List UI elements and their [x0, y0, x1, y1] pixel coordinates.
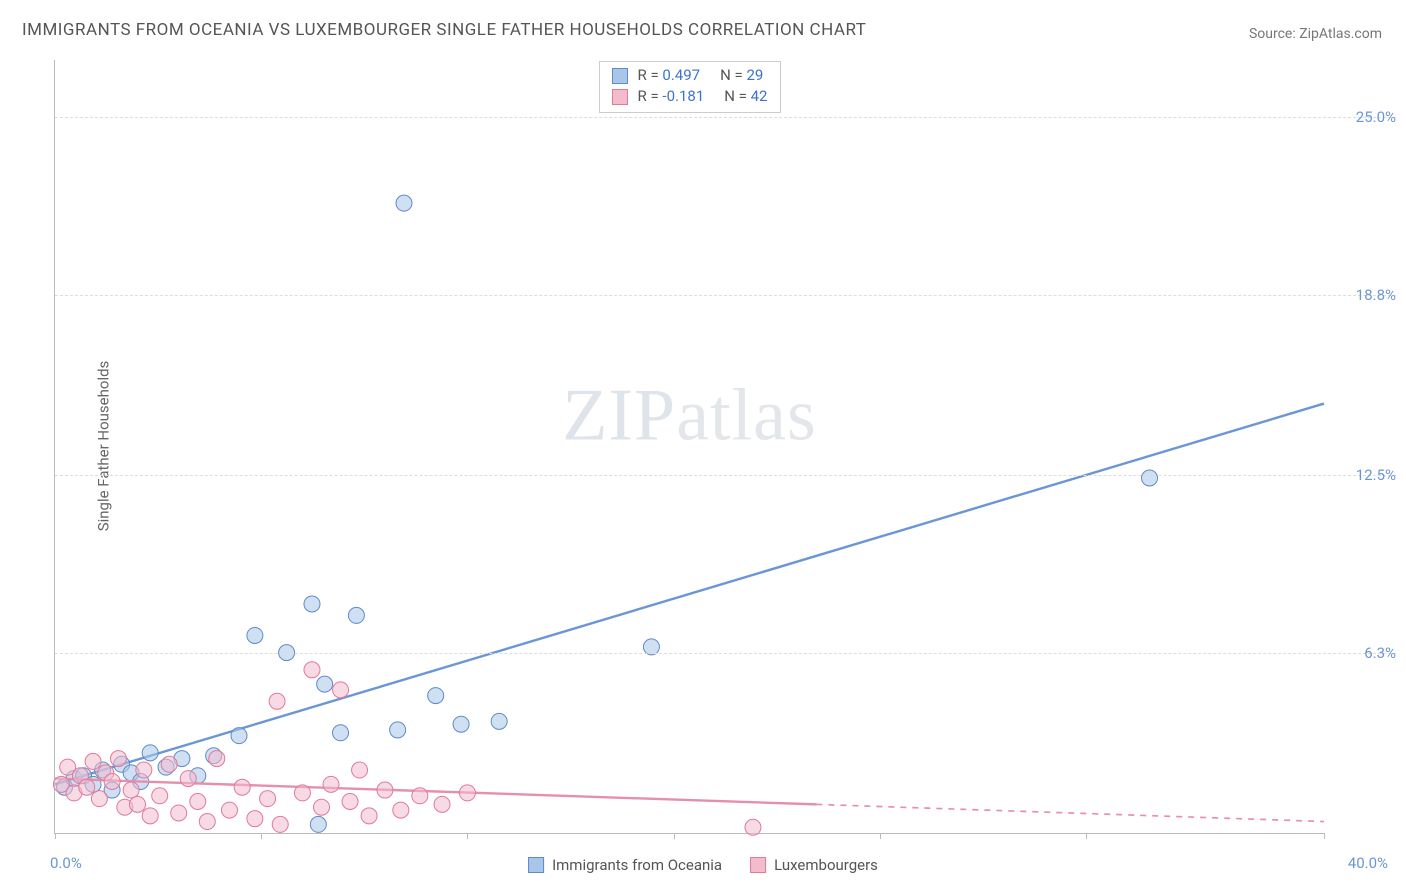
source-attribution: Source: ZipAtlas.com: [1249, 26, 1382, 42]
correlation-legend: R = 0.497 N = 29 R = -0.181 N = 42: [599, 61, 781, 113]
data-point: [91, 791, 107, 807]
data-point: [1142, 470, 1158, 486]
plot-svg: [55, 60, 1324, 833]
data-point: [129, 796, 145, 812]
legend-swatch: [612, 68, 628, 84]
data-point: [269, 693, 285, 709]
data-point: [396, 195, 412, 211]
data-point: [412, 788, 428, 804]
x-tick: [55, 833, 56, 839]
data-point: [161, 756, 177, 772]
data-point: [390, 722, 406, 738]
data-point: [434, 796, 450, 812]
data-point: [247, 627, 263, 643]
data-point: [310, 816, 326, 832]
legend-series-name: Luxembourgers: [774, 856, 878, 874]
data-point: [323, 776, 339, 792]
legend-swatch: [612, 89, 628, 105]
data-point: [180, 771, 196, 787]
data-point: [377, 782, 393, 798]
x-axis-max: 40.0%: [1348, 854, 1388, 872]
data-point: [294, 785, 310, 801]
legend-n-label: N = 42: [724, 86, 767, 107]
series-legend: Immigrants from Oceania Luxembourgers: [528, 856, 878, 874]
data-point: [142, 745, 158, 761]
data-point: [136, 762, 152, 778]
data-point: [171, 805, 187, 821]
data-point: [110, 751, 126, 767]
data-point: [190, 794, 206, 810]
legend-item: Luxembourgers: [750, 856, 878, 874]
x-tick: [467, 833, 468, 839]
plot-area: ZIPatlas R = 0.497N = 29R = -0.181N = 42…: [54, 60, 1324, 834]
data-point: [352, 762, 368, 778]
data-point: [348, 607, 364, 623]
data-point: [304, 596, 320, 612]
data-point: [272, 816, 288, 832]
data-point: [234, 779, 250, 795]
data-point: [221, 802, 237, 818]
data-point: [313, 799, 329, 815]
data-point: [428, 688, 444, 704]
data-point: [342, 794, 358, 810]
data-point: [79, 779, 95, 795]
data-point: [333, 725, 349, 741]
y-tick-label: 18.8%: [1336, 286, 1396, 304]
legend-row: R = 0.497 N = 29: [612, 65, 768, 86]
gridline: [55, 475, 1396, 476]
data-point: [231, 728, 247, 744]
data-point: [209, 751, 225, 767]
x-tick: [880, 833, 881, 839]
x-axis-min: 0.0%: [50, 854, 82, 872]
data-point: [304, 662, 320, 678]
data-point: [85, 753, 101, 769]
x-tick: [1324, 833, 1325, 839]
data-point: [199, 814, 215, 830]
gridline: [55, 295, 1396, 296]
x-tick: [1086, 833, 1087, 839]
x-tick: [674, 833, 675, 839]
data-point: [393, 802, 409, 818]
legend-n-label: N = 29: [720, 65, 763, 86]
data-point: [247, 811, 263, 827]
legend-swatch: [528, 857, 544, 873]
gridline: [55, 117, 1396, 118]
chart-title: IMMIGRANTS FROM OCEANIA VS LUXEMBOURGER …: [22, 20, 866, 40]
gridline: [55, 653, 1396, 654]
legend-row: R = -0.181 N = 42: [612, 86, 768, 107]
data-point: [361, 808, 377, 824]
data-point: [745, 819, 761, 835]
data-point: [142, 808, 158, 824]
legend-series-name: Immigrants from Oceania: [552, 856, 722, 874]
data-point: [152, 788, 168, 804]
y-tick-label: 6.3%: [1336, 644, 1396, 662]
data-point: [453, 716, 469, 732]
legend-item: Immigrants from Oceania: [528, 856, 722, 874]
data-point: [260, 791, 276, 807]
regression-line: [55, 404, 1324, 785]
legend-r-label: R = -0.181: [638, 86, 705, 107]
y-tick-label: 25.0%: [1336, 108, 1396, 126]
legend-swatch: [750, 857, 766, 873]
data-point: [317, 676, 333, 692]
y-tick-label: 12.5%: [1336, 466, 1396, 484]
data-point: [123, 782, 139, 798]
legend-r-label: R = 0.497: [638, 65, 701, 86]
data-point: [333, 682, 349, 698]
data-point: [104, 773, 120, 789]
x-tick: [261, 833, 262, 839]
data-point: [459, 785, 475, 801]
data-point: [491, 713, 507, 729]
regression-line-dashed: [816, 804, 1324, 821]
